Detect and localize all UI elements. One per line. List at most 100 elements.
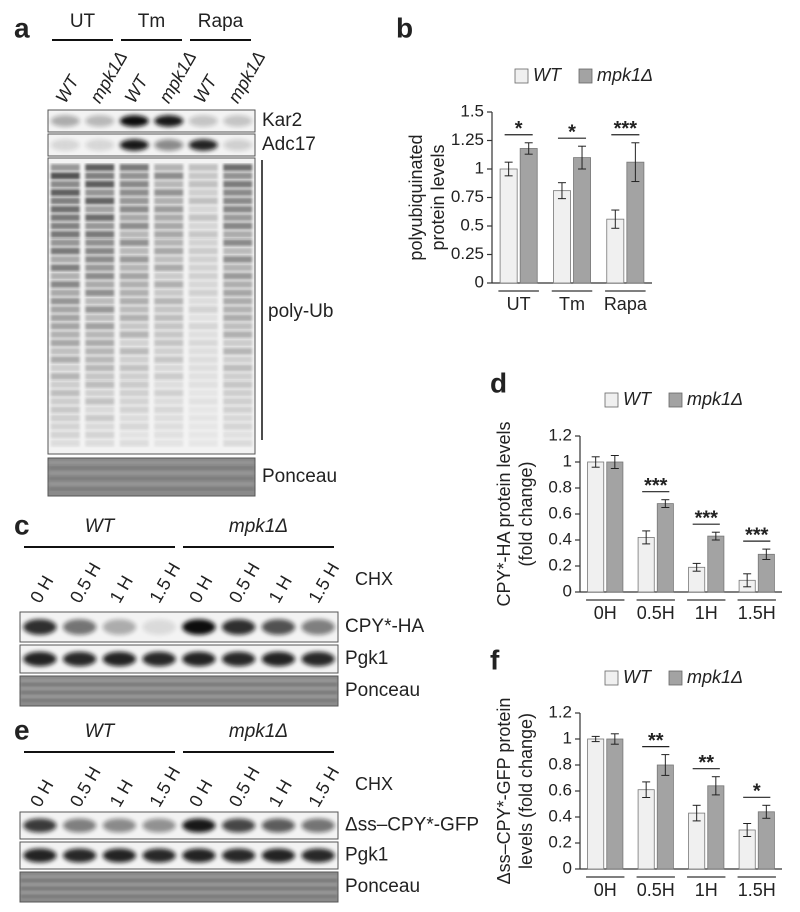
legend-swatch xyxy=(668,392,683,408)
blot-smear xyxy=(223,255,253,263)
blot-strip xyxy=(47,457,256,497)
blot-smear xyxy=(223,214,253,222)
significance-label: *** xyxy=(695,507,719,529)
bar xyxy=(637,537,655,593)
error-bar xyxy=(661,499,670,508)
y-tick-label: 0.25 xyxy=(451,244,484,263)
blot-smear xyxy=(223,230,253,238)
blot-smear xyxy=(85,222,115,230)
blot-smear xyxy=(85,289,115,297)
blot-smear xyxy=(85,439,115,447)
blot-band xyxy=(182,818,216,833)
blot-smear xyxy=(188,364,218,372)
bar xyxy=(499,168,518,284)
blot-smear xyxy=(119,264,149,272)
y-axis-label: polyubiquinated xyxy=(406,134,426,260)
blot-smear xyxy=(119,239,149,247)
blot-smear xyxy=(50,289,80,297)
error-bar xyxy=(762,548,771,560)
group-label: WT xyxy=(85,516,116,537)
y-tick-label: 0.2 xyxy=(548,832,572,851)
blot-band xyxy=(23,619,57,635)
error-bar xyxy=(591,456,600,468)
ponceau-texture xyxy=(21,687,337,690)
blot-smear xyxy=(154,381,184,389)
blot-smear xyxy=(154,230,184,238)
blot-smear xyxy=(223,422,253,430)
y-tick-label: 1 xyxy=(475,158,484,177)
x-tick-label: 0H xyxy=(594,603,617,623)
error-bar xyxy=(711,776,720,796)
blot-smear xyxy=(154,331,184,339)
blot-smear xyxy=(223,347,253,355)
blot-smear xyxy=(85,255,115,263)
blot-smear xyxy=(119,339,149,347)
ponceau-texture xyxy=(21,879,337,882)
blot-band xyxy=(261,818,296,833)
y-tick-label: 0.8 xyxy=(548,754,572,773)
blot-smear xyxy=(154,322,184,330)
ponceau-texture xyxy=(49,482,254,486)
group-label: mpk1Δ xyxy=(229,516,288,537)
blot-band xyxy=(301,848,335,863)
lane-label: WT xyxy=(52,70,84,106)
blot-smear xyxy=(223,247,253,255)
blot-strip xyxy=(47,109,256,133)
blot-strip xyxy=(19,644,339,674)
bar xyxy=(757,811,775,870)
blot-smear xyxy=(223,406,253,414)
y-tick-label: 1.5 xyxy=(460,101,484,120)
error-bar xyxy=(578,145,587,170)
x-tick-label: 0H xyxy=(594,880,617,900)
blot-smear xyxy=(50,180,80,188)
significance-label: *** xyxy=(745,524,769,546)
blot-smear xyxy=(119,280,149,288)
blot-smear xyxy=(50,364,80,372)
blot-strip xyxy=(47,133,256,157)
ponceau-texture xyxy=(49,466,254,470)
y-axis-label: levels (fold change) xyxy=(516,713,536,869)
blot-smear xyxy=(154,222,184,230)
y-tick-label: 0.6 xyxy=(548,780,572,799)
blot-smear xyxy=(188,347,218,355)
lane-label: 0.5 H xyxy=(225,559,264,606)
blot-smear xyxy=(188,172,218,180)
blot-smear xyxy=(119,397,149,405)
blot-smear xyxy=(188,289,218,297)
legend-swatch xyxy=(604,392,619,408)
blot-smear xyxy=(50,247,80,255)
x-tick-label: Rapa xyxy=(604,294,648,314)
legend-swatch xyxy=(668,670,683,686)
y-axis-label: protein levels xyxy=(428,144,448,250)
panel-letter: a xyxy=(14,12,30,43)
blot-label: Kar2 xyxy=(262,110,302,131)
lane-label: 1.5 H xyxy=(304,559,343,606)
blot-smear xyxy=(188,372,218,380)
y-tick-label: 0.4 xyxy=(548,806,572,825)
blot-band xyxy=(62,818,97,833)
blot-band xyxy=(221,818,256,833)
y-tick-label: 1.2 xyxy=(548,425,572,444)
bar xyxy=(573,157,591,284)
legend-swatch xyxy=(604,670,619,686)
blot-smear xyxy=(154,180,184,188)
blot-smear xyxy=(188,189,218,197)
blot-strip xyxy=(19,675,339,707)
legend-label: mpk1Δ xyxy=(687,667,743,687)
blot-smear xyxy=(85,180,115,188)
significance-label: ** xyxy=(698,752,714,774)
blot-band xyxy=(50,139,80,151)
blot-smear xyxy=(50,347,80,355)
blot-smear xyxy=(188,272,218,280)
blot-smear xyxy=(223,314,253,322)
blot-band xyxy=(301,651,335,667)
blot-smear xyxy=(223,322,253,330)
blot-smear xyxy=(50,422,80,430)
blot-smear xyxy=(50,372,80,380)
blot-smear xyxy=(223,364,253,372)
blot-band xyxy=(102,651,137,667)
blot-band xyxy=(182,619,216,635)
blot-smear xyxy=(223,264,253,272)
group-label: WT xyxy=(85,721,116,742)
group-label: Rapa xyxy=(198,11,244,32)
